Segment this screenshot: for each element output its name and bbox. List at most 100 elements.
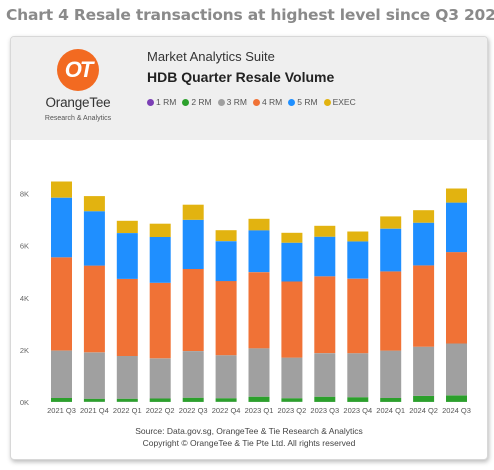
bar-segment[interactable] (248, 396, 270, 402)
bar-segment[interactable] (215, 398, 237, 402)
bar-segment[interactable] (380, 350, 402, 398)
legend-item[interactable]: 1 RM (147, 97, 176, 107)
bar-segment[interactable] (347, 278, 369, 354)
bar-segment[interactable] (83, 211, 105, 266)
logo-mark: OT (64, 57, 94, 82)
bar-segment[interactable] (281, 242, 303, 282)
bar-segment[interactable] (116, 278, 138, 356)
bar-segment[interactable] (446, 395, 467, 402)
x-tick-label: 2022 Q4 (212, 406, 241, 415)
suite-name: Market Analytics Suite (147, 49, 275, 64)
copyright-note: Copyright © OrangeTee & Tie Pte Ltd. All… (142, 438, 356, 448)
bar-segment[interactable] (446, 202, 467, 253)
bar-segment[interactable] (51, 181, 72, 198)
x-tick-label: 2023 Q1 (245, 406, 274, 415)
bar-segment[interactable] (182, 219, 204, 269)
bar-segment[interactable] (413, 395, 435, 402)
bar-segment[interactable] (83, 196, 105, 212)
bar-segment[interactable] (314, 236, 336, 277)
x-tick-label: 2021 Q4 (80, 406, 109, 415)
orangetee-logo: OT (57, 49, 99, 91)
legend-label: EXEC (332, 97, 356, 107)
bar-segment[interactable] (51, 398, 72, 402)
bar-segment[interactable] (380, 216, 402, 229)
brand-subtitle: Research & Analytics (44, 115, 112, 122)
bar-segment[interactable] (380, 398, 402, 402)
bar-segment[interactable] (116, 356, 138, 399)
bar-segment[interactable] (281, 232, 303, 243)
bar-segment[interactable] (149, 398, 171, 402)
bar-segment[interactable] (347, 397, 369, 402)
x-tick-label: 2023 Q2 (278, 406, 307, 415)
x-tick-label: 2022 Q1 (113, 406, 142, 415)
bar-segment[interactable] (83, 398, 105, 402)
legend-label: 5 RM (297, 97, 318, 107)
bar-segment[interactable] (149, 223, 171, 237)
bar-segment[interactable] (215, 281, 237, 356)
bar-segment[interactable] (149, 358, 171, 399)
chart-legend: 1 RM 2 RM 3 RM 4 RM 5 RM EXEC (147, 95, 356, 109)
y-tick-label: 2K (20, 346, 29, 355)
bar-segment[interactable] (314, 396, 336, 402)
x-tick-label: 2022 Q2 (146, 406, 175, 415)
bar-segment[interactable] (116, 220, 138, 233)
bar-segment[interactable] (182, 204, 204, 220)
legend-item[interactable]: 4 RM (252, 97, 282, 107)
bar-segment[interactable] (215, 230, 237, 242)
legend-swatch (147, 98, 154, 106)
stacked-bar-chart: 0K 2K 4K 6K 8K 2021 Q3 2021 Q4 2022 Q1 2022 Q2 20… (20, 181, 471, 415)
bar-segment[interactable] (248, 348, 270, 397)
bar-segment[interactable] (347, 231, 369, 242)
bar-segment[interactable] (413, 210, 435, 223)
bar-segment[interactable] (413, 222, 435, 266)
bar-segment[interactable] (149, 237, 171, 283)
y-tick-label: 6K (20, 242, 29, 251)
bar-segment[interactable] (281, 398, 303, 402)
page-title: Chart 4 Resale transactions at highest l… (6, 6, 494, 24)
bar-segment[interactable] (182, 351, 204, 398)
bar-segment[interactable] (314, 276, 336, 354)
bar-segment[interactable] (83, 352, 105, 399)
bar-segment[interactable] (248, 272, 270, 349)
bar-segment[interactable] (281, 281, 303, 358)
bar-segment[interactable] (51, 257, 72, 351)
bar-segment[interactable] (248, 230, 270, 273)
bar-segment[interactable] (380, 271, 402, 351)
legend-item[interactable]: EXEC (323, 97, 356, 107)
legend-item[interactable]: 2 RM (182, 97, 212, 107)
legend-swatch (323, 98, 331, 106)
bar-segment[interactable] (248, 218, 270, 231)
bar-segment[interactable] (182, 397, 204, 402)
brand-name: OrangeTee (45, 95, 111, 110)
bar-segment[interactable] (149, 282, 171, 359)
y-tick-label: 4K (20, 294, 29, 303)
bar-segment[interactable] (413, 346, 435, 396)
bar-segment[interactable] (347, 353, 369, 398)
bar-segment[interactable] (116, 233, 138, 279)
bar-segment[interactable] (446, 252, 467, 344)
bar-segment[interactable] (380, 228, 402, 272)
legend-swatch (288, 98, 296, 106)
bar-segment[interactable] (314, 225, 336, 237)
bar-segment[interactable] (51, 350, 72, 398)
legend-label: 1 RM (156, 97, 177, 107)
bar-segment[interactable] (215, 355, 237, 399)
card-header: OT OrangeTee Research & Analytics Market… (11, 37, 487, 140)
bar-segment[interactable] (446, 188, 467, 203)
legend-item[interactable]: 3 RM (217, 97, 247, 107)
bar-segment[interactable] (281, 357, 303, 399)
x-tick-label: 2024 Q2 (409, 406, 438, 415)
bar-segment[interactable] (446, 343, 467, 396)
bar-segment[interactable] (51, 197, 72, 258)
bar-segment[interactable] (347, 241, 369, 279)
bar-segment[interactable] (83, 265, 105, 353)
legend-swatch (252, 98, 260, 106)
x-tick-label: 2021 Q3 (47, 406, 76, 415)
bar-segment[interactable] (182, 269, 204, 351)
bar-segment[interactable] (413, 265, 435, 347)
y-tick-label: 8K (20, 190, 29, 199)
bar-segment[interactable] (215, 241, 237, 282)
legend-item[interactable]: 5 RM (288, 97, 318, 107)
bar-segment[interactable] (314, 353, 336, 397)
bar-segment[interactable] (116, 398, 138, 402)
